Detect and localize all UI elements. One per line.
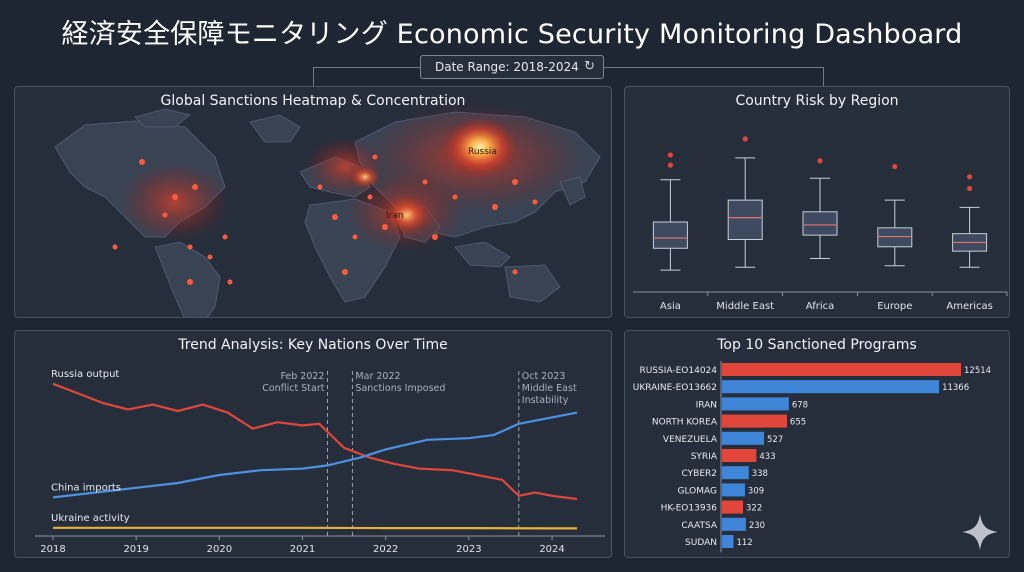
bar-rect	[722, 431, 765, 445]
box-outlier	[967, 185, 973, 192]
risk-boxplot-chart: Asia Middle East Africa Europe Americas	[633, 136, 1008, 312]
date-range-selector[interactable]: Date Range: 2018-2024 ↻	[420, 55, 604, 79]
trend-panel: Trend Analysis: Key Nations Over Time 20…	[14, 330, 612, 558]
programs-bar-panel: Top 10 Sanctioned Programs RUSSIA-EO1402…	[624, 330, 1010, 558]
bar-rect	[722, 397, 789, 411]
trend-panel-title: Trend Analysis: Key Nations Over Time	[178, 337, 448, 353]
trend-event-label: Mar 2022	[355, 371, 400, 382]
map-panel-title-overlay: Global Sanctions Heatmap & Concentration	[160, 93, 466, 109]
bar-panel-title: Top 10 Sanctioned Programs	[717, 337, 917, 353]
bar-rect	[722, 517, 746, 531]
sanction-points	[112, 154, 538, 285]
trend-x-tick-label: 2022	[373, 544, 398, 555]
connector-line-right	[604, 67, 824, 87]
bar-value-label: 12514	[964, 366, 991, 376]
box-outlier	[967, 174, 973, 180]
box-asia: Asia	[652, 152, 709, 312]
bar-category-label: UKRAINE-EO13662	[633, 383, 717, 393]
trend-x-tick-label: 2024	[539, 544, 564, 555]
bar-category-label: NORTH KOREA	[652, 418, 718, 428]
box-outlier	[817, 158, 823, 164]
box-category-label: Europe	[877, 301, 912, 312]
box-iqr	[652, 221, 688, 249]
bar-value-label: 655	[790, 418, 806, 428]
bar-category-label: VENEZUELA	[663, 435, 718, 445]
box-category-label: Americas	[946, 301, 992, 312]
trend-series-line	[52, 382, 578, 501]
box-iqr	[727, 199, 763, 240]
box-europe: Europe	[877, 163, 933, 312]
box-africa: Africa	[802, 158, 858, 312]
box-americas: Americas	[946, 174, 1008, 312]
trend-series-line	[52, 411, 578, 499]
page-title: 経済安全保障モニタリング Economic Security Monitorin…	[61, 19, 963, 50]
bar-value-label: 338	[752, 469, 768, 479]
trend-x-tick-label: 2019	[123, 544, 148, 555]
bar-value-label: 112	[736, 538, 752, 548]
bar-category-label: IRAN	[696, 400, 717, 410]
bar-value-label: 322	[746, 504, 762, 514]
box-outlier	[892, 163, 898, 170]
bar-value-label: 527	[767, 435, 783, 445]
bar-category-label: CAATSA	[681, 521, 718, 531]
refresh-icon[interactable]: ↻	[584, 59, 595, 74]
bar-rect	[722, 483, 745, 497]
bar-value-label: 230	[749, 521, 765, 531]
programs-bar-chart: RUSSIA-EO14024 12514 UKRAINE-EO13662 11366 I…	[633, 361, 991, 553]
trend-x-tick-label: 2020	[207, 544, 232, 555]
bar-category-label: CYBER2	[682, 469, 717, 479]
trend-x-tick-label: 2023	[456, 544, 481, 555]
box-outlier	[742, 136, 748, 142]
trend-line-chart: 2018 2019 2020 2021 2022 2023 2024 Feb 2022Conf…	[35, 369, 605, 555]
map-label-iran: Iran	[386, 211, 404, 221]
bar-category-label: GLOMAG	[678, 486, 718, 496]
bar-rect	[722, 500, 744, 514]
bar-category-label: SUDAN	[685, 538, 717, 548]
world-heatmap[interactable]: Russia Iran	[15, 87, 612, 318]
trend-event-label: Middle East	[522, 383, 577, 394]
sparkle-icon	[962, 514, 998, 550]
box-category-label: Asia	[660, 301, 681, 312]
bar-rect	[722, 414, 787, 428]
trend-event-label: Instability	[522, 395, 569, 406]
box-iqr	[877, 227, 913, 248]
bar-rect	[722, 449, 757, 462]
box-category-label: Middle East	[716, 301, 774, 312]
trend-series-label: China imports	[51, 482, 121, 493]
box-outlier	[667, 152, 673, 158]
risk-boxplot-panel: Country Risk by Region Asia Middle East Af…	[624, 86, 1010, 318]
connector-line-left	[313, 67, 420, 87]
trend-series-label: Russia output	[51, 369, 119, 380]
boxplot-panel-title: Country Risk by Region	[735, 93, 899, 109]
bar-rect	[722, 535, 734, 548]
bar-category-label: RUSSIA-EO14024	[639, 366, 717, 376]
bar-rect	[722, 466, 749, 480]
map-label-russia: Russia	[468, 147, 497, 157]
box-outlier	[667, 162, 673, 168]
bar-category-label: HK-EO13936	[661, 504, 718, 514]
box-middle-east: Middle East	[716, 136, 784, 312]
trend-event-label: Feb 2022	[280, 371, 324, 382]
box-iqr	[802, 211, 838, 236]
trend-series-label: Ukraine activity	[51, 513, 130, 524]
bar-value-label: 11366	[942, 383, 969, 393]
trend-event-label: Sanctions Imposed	[355, 383, 445, 394]
bar-value-label: 678	[792, 400, 808, 410]
bar-value-label: 309	[748, 486, 764, 496]
map-panel: Global Sanctions Heatmap & Concentration	[14, 86, 612, 318]
bar-rect	[722, 380, 940, 394]
trend-event-label: Oct 2023	[522, 371, 566, 382]
bar-value-label: 433	[759, 452, 775, 462]
box-category-label: Africa	[806, 301, 835, 312]
bar-category-label: SYRIA	[691, 452, 718, 462]
heat-glows	[120, 102, 585, 252]
trend-x-tick-label: 2021	[290, 544, 315, 555]
bar-rect	[722, 363, 961, 376]
trend-x-tick-label: 2018	[40, 544, 65, 555]
trend-series-line	[53, 526, 577, 530]
trend-event-label: Conflict Start	[262, 383, 325, 394]
date-range-label: Date Range: 2018-2024	[435, 60, 579, 74]
